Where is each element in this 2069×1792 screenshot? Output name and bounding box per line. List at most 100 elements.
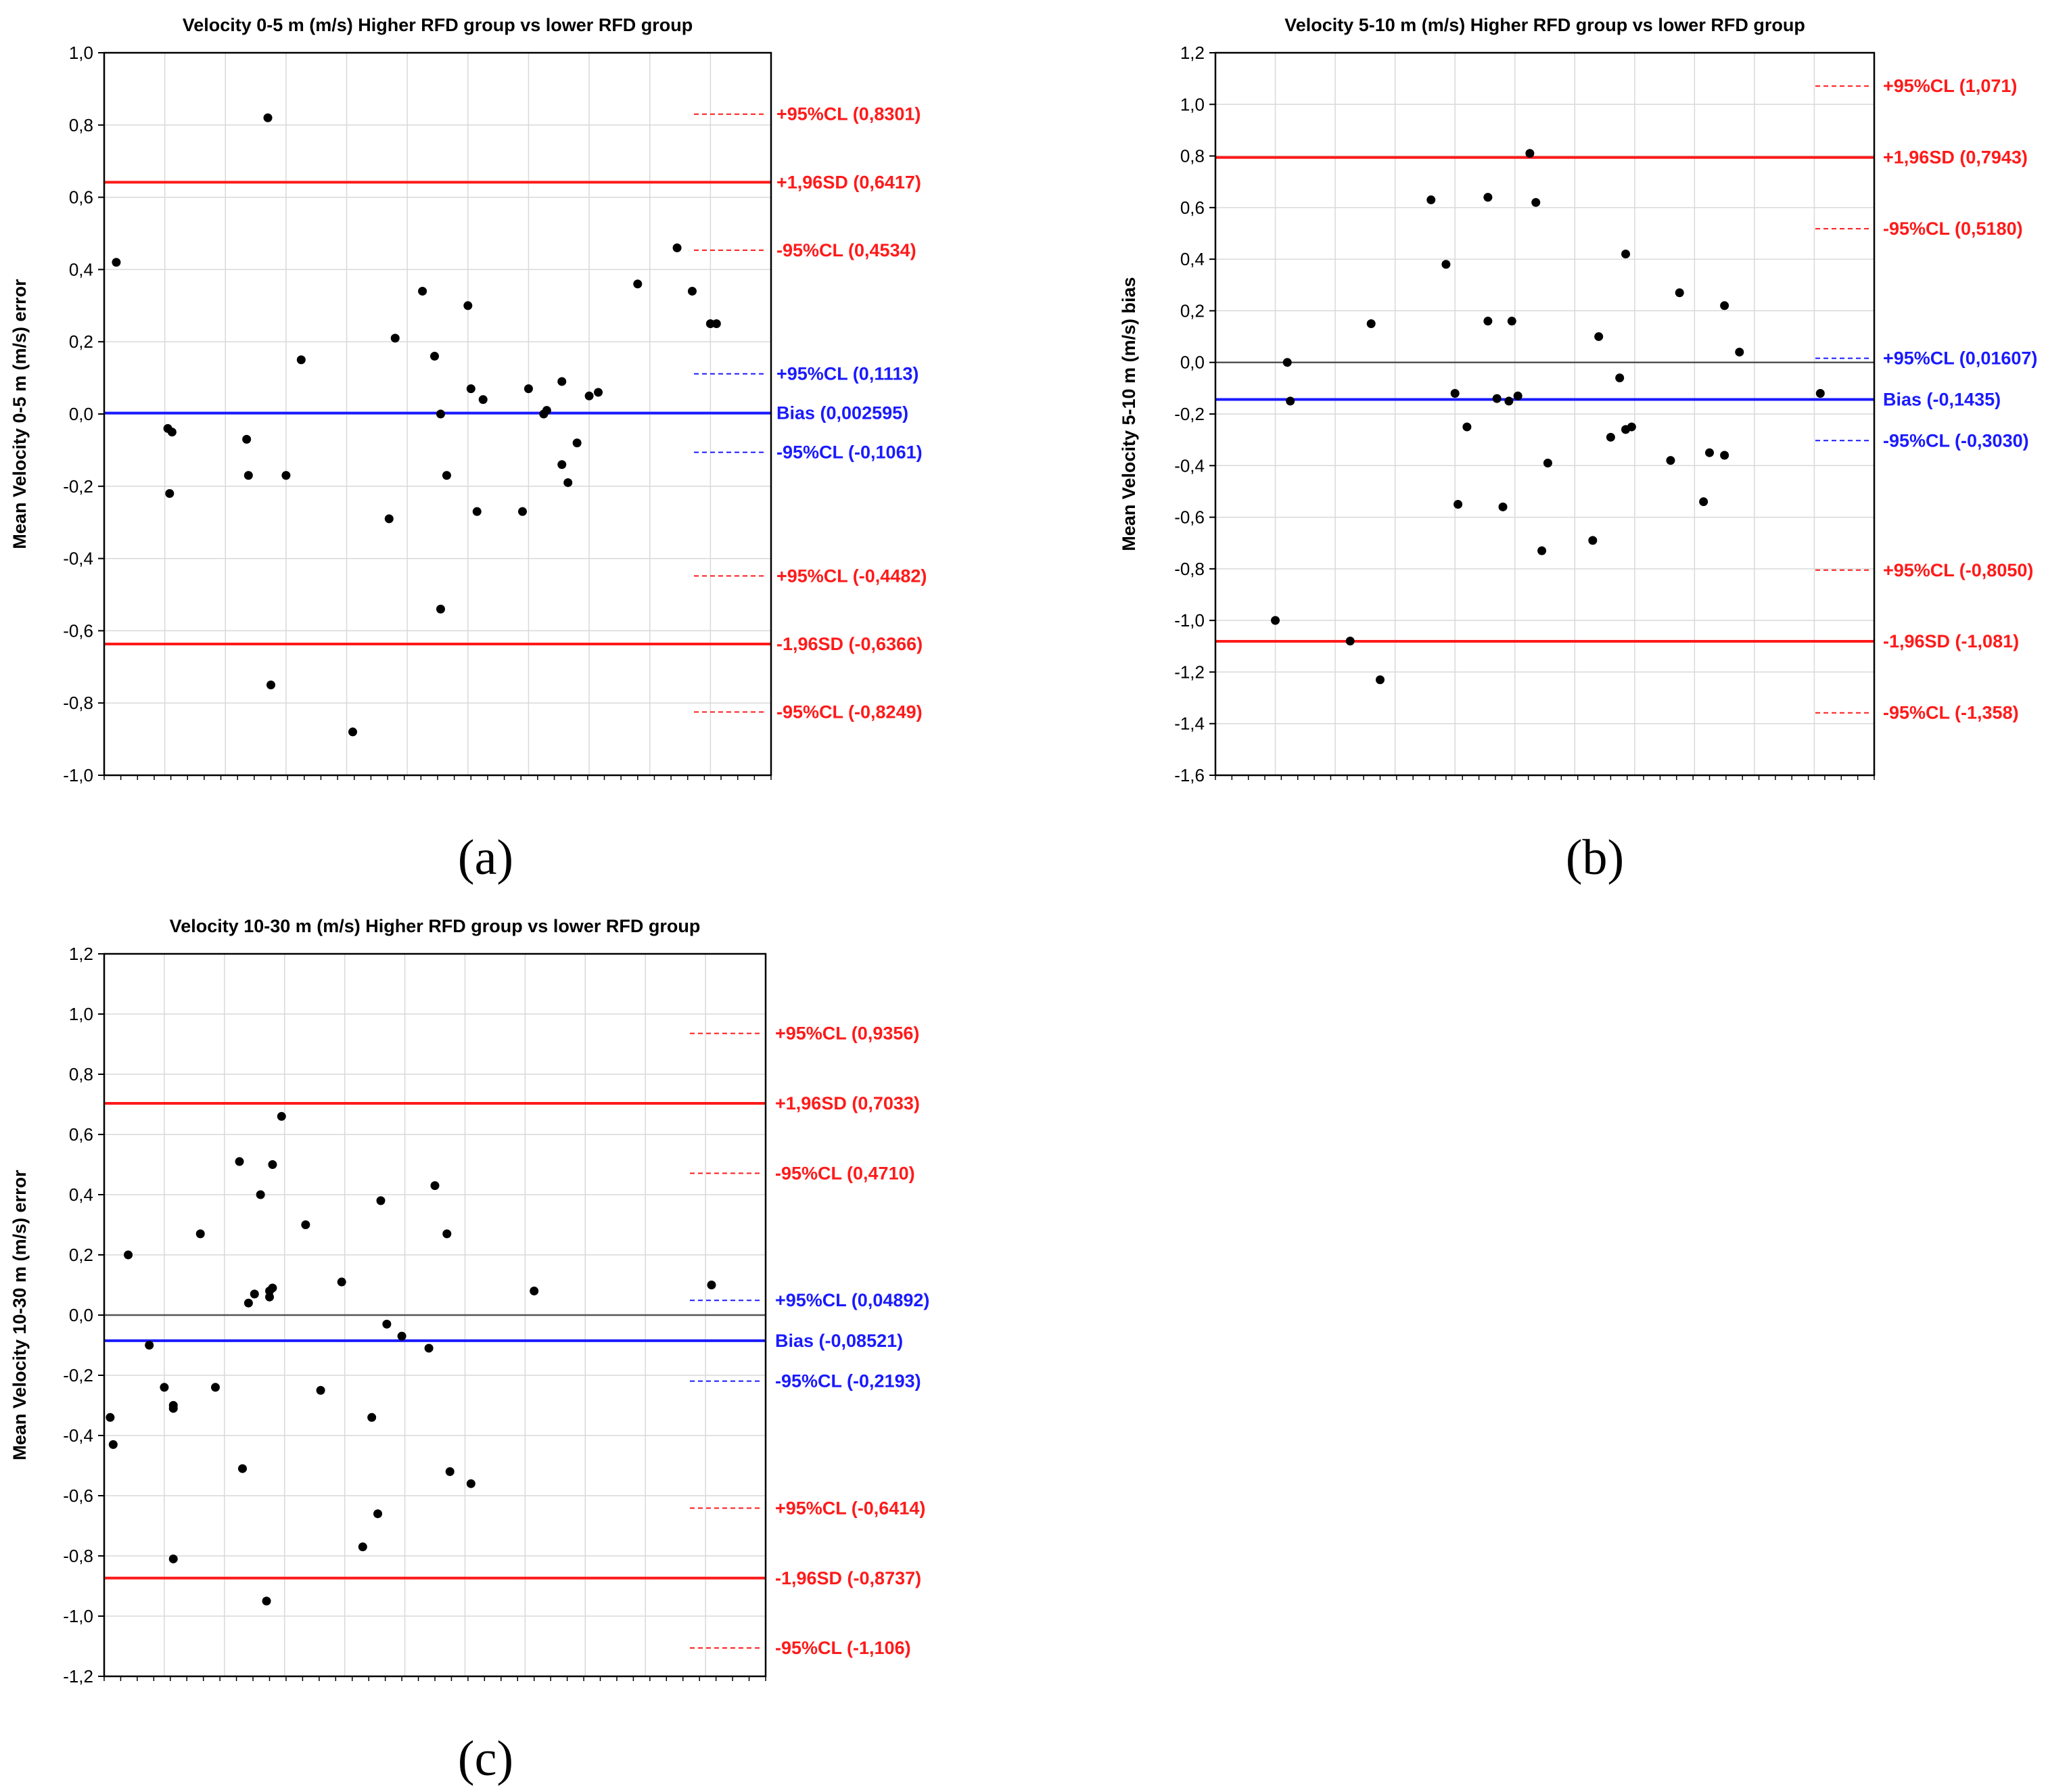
reference-line-label: +1,96SD (0,7033)	[775, 1093, 920, 1113]
y-tick-label: 0,0	[69, 404, 93, 424]
y-tick-label: -0,4	[1174, 455, 1205, 476]
data-point	[243, 471, 253, 480]
panel-label: (c)	[458, 1731, 513, 1787]
reference-line-label: +95%CL (-0,4482)	[776, 566, 927, 586]
y-tick-label: 0,2	[1180, 300, 1205, 321]
data-point	[1483, 317, 1493, 326]
reference-line-label: -95%CL (-1,358)	[1883, 703, 2019, 723]
reference-line-label: Bias (0,002595)	[776, 403, 908, 423]
y-tick-label: 0,0	[1180, 352, 1205, 373]
data-point	[1705, 448, 1714, 457]
data-point	[442, 1229, 452, 1239]
data-point	[390, 334, 400, 343]
data-point	[424, 1343, 434, 1353]
data-point	[557, 377, 567, 386]
data-point	[1525, 149, 1535, 158]
data-point	[1815, 388, 1825, 398]
y-tick-label: -1,0	[63, 765, 93, 785]
data-point	[463, 301, 473, 311]
data-point	[542, 406, 551, 415]
data-point	[112, 258, 121, 267]
data-point	[466, 384, 475, 394]
data-point	[705, 319, 715, 328]
data-point	[1735, 347, 1744, 357]
data-point	[430, 352, 440, 361]
y-tick-label: -1,2	[1174, 662, 1205, 682]
chart-panel-c: Velocity 10-30 m (m/s) Higher RFD group …	[9, 916, 929, 1787]
reference-line-label: -95%CL (-1,106)	[775, 1638, 911, 1658]
data-point	[1720, 451, 1729, 460]
data-point	[277, 1111, 286, 1121]
y-tick-label: 0,2	[69, 331, 93, 352]
plot-frame	[1214, 51, 1876, 777]
y-tick-label: 1,0	[69, 43, 93, 63]
data-point	[1282, 358, 1292, 367]
data-point	[1537, 546, 1547, 555]
y-tick-label: 1,0	[1180, 94, 1205, 114]
reference-line-label: -95%CL (-0,3030)	[1883, 430, 2029, 451]
y-tick-label: 0,8	[69, 1064, 93, 1084]
data-point	[382, 1319, 392, 1329]
data-point	[1666, 456, 1675, 465]
data-point	[1675, 288, 1684, 298]
y-axis-label: Mean Velocity 0-5 m (m/s) error	[9, 279, 30, 549]
data-point	[263, 113, 273, 122]
data-point	[1376, 675, 1385, 685]
data-point	[707, 1281, 716, 1289]
reference-line-label: +95%CL (0,01607)	[1883, 348, 2037, 369]
data-point	[1507, 317, 1516, 326]
y-tick-label: 1,2	[1180, 43, 1205, 63]
data-point	[442, 471, 451, 480]
data-point	[281, 471, 291, 480]
data-point	[1483, 193, 1493, 202]
data-point	[106, 1412, 115, 1422]
y-tick-label: 0,4	[69, 259, 93, 279]
y-tick-label: -0,8	[63, 693, 93, 713]
chart-title: Velocity 0-5 m (m/s) Higher RFD group vs…	[183, 15, 693, 35]
data-point	[262, 1596, 271, 1606]
y-tick-label: -0,8	[63, 1546, 93, 1566]
data-point	[1462, 422, 1472, 432]
data-point	[296, 355, 306, 365]
data-point	[1366, 319, 1376, 328]
y-tick-label: 0,2	[69, 1245, 93, 1265]
y-tick-label: 0,6	[69, 1124, 93, 1145]
y-tick-label: -0,4	[63, 549, 93, 569]
data-point	[237, 1464, 247, 1473]
data-point	[1450, 388, 1460, 398]
y-tick-label: -1,4	[1174, 714, 1205, 734]
data-point	[563, 478, 573, 487]
data-point	[145, 1341, 154, 1350]
reference-line-label: +1,96SD (0,6417)	[776, 172, 921, 192]
data-point	[167, 428, 177, 437]
data-point	[316, 1385, 325, 1395]
data-point	[472, 507, 482, 516]
y-tick-label: -0,4	[63, 1425, 93, 1446]
reference-line-label: -1,96SD (-0,6366)	[776, 634, 923, 654]
plot-frame	[103, 51, 772, 777]
data-point	[430, 1181, 440, 1191]
data-point	[376, 1196, 386, 1205]
chart-title: Velocity 10-30 m (m/s) Higher RFD group …	[170, 916, 701, 936]
data-point	[266, 681, 275, 689]
data-point	[633, 279, 643, 289]
data-point	[712, 319, 721, 328]
data-point	[1345, 637, 1355, 646]
data-point	[195, 1229, 205, 1239]
y-tick-label: -0,6	[63, 1486, 93, 1506]
reference-line-label: +95%CL (-0,8050)	[1883, 560, 2033, 580]
data-point	[1271, 616, 1280, 625]
y-tick-label: -0,6	[63, 620, 93, 641]
data-point	[557, 460, 567, 469]
data-point	[436, 604, 445, 614]
data-point	[445, 1467, 455, 1476]
reference-line-label: +95%CL (0,8301)	[776, 104, 921, 124]
y-tick-label: -1,0	[1174, 610, 1205, 630]
data-point	[160, 1383, 169, 1392]
data-point	[594, 388, 603, 397]
y-tick-label: -0,8	[1174, 559, 1205, 579]
data-point	[243, 1298, 253, 1308]
data-point	[124, 1250, 133, 1260]
reference-line-label: Bias (-0,08521)	[775, 1331, 903, 1351]
data-point	[250, 1289, 259, 1299]
